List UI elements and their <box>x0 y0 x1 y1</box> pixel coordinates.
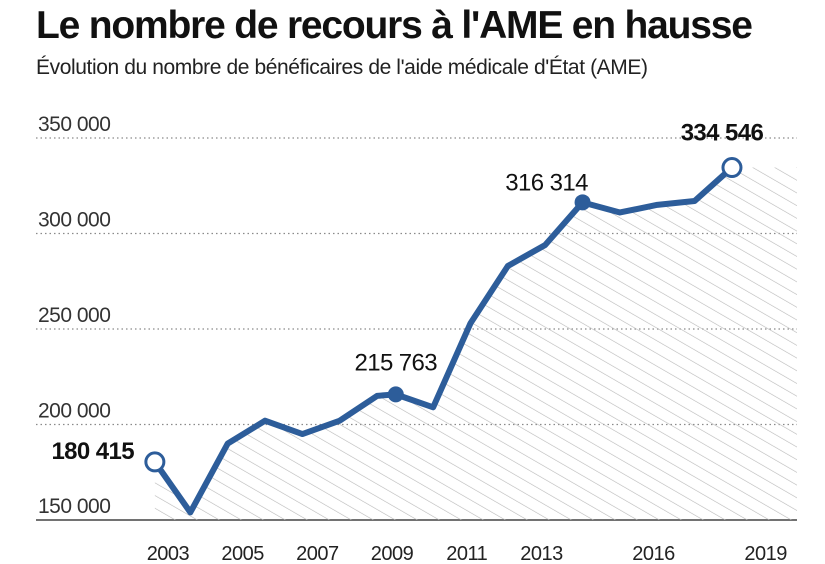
x-tick-label: 2003 <box>147 543 190 564</box>
x-axis-ticks: 2003 2005 2007 2009 2011 2013 2016 2019 <box>147 543 788 564</box>
x-tick-label: 2016 <box>632 543 675 564</box>
data-label: 180 415 <box>51 438 134 465</box>
x-tick-label: 2013 <box>520 543 563 564</box>
x-tick-label: 2011 <box>446 543 487 564</box>
x-tick-label: 2005 <box>221 543 264 564</box>
y-axis-ticks: 150 000 200 000 250 000 300 000 350 000 <box>38 113 111 518</box>
y-tick-label: 150 000 <box>38 495 110 518</box>
data-marker <box>574 194 591 211</box>
y-tick-label: 300 000 <box>38 209 110 232</box>
data-marker <box>721 157 743 179</box>
data-label: 334 546 <box>681 120 764 147</box>
x-tick-label: 2009 <box>371 543 414 564</box>
data-marker <box>387 386 404 403</box>
data-labels: 180 415 215 763 316 314 334 546 <box>51 120 764 465</box>
y-tick-label: 200 000 <box>38 400 110 423</box>
x-tick-label: 2007 <box>296 543 339 564</box>
data-label: 316 314 <box>505 169 588 196</box>
series-line-ame <box>151 164 735 516</box>
x-tick-label: 2019 <box>744 543 787 564</box>
y-tick-label: 250 000 <box>38 304 110 327</box>
data-markers <box>144 157 743 473</box>
chart-title: Le nombre de recours à l'AME en hausse <box>36 4 753 47</box>
area-fill <box>154 167 797 520</box>
area-hatch <box>154 167 797 520</box>
series-line <box>151 164 735 516</box>
y-tick-label: 350 000 <box>38 113 110 136</box>
data-label: 215 763 <box>355 349 438 376</box>
chart-subtitle: Évolution du nombre de bénéficaires de l… <box>36 56 648 79</box>
data-marker <box>144 451 166 473</box>
